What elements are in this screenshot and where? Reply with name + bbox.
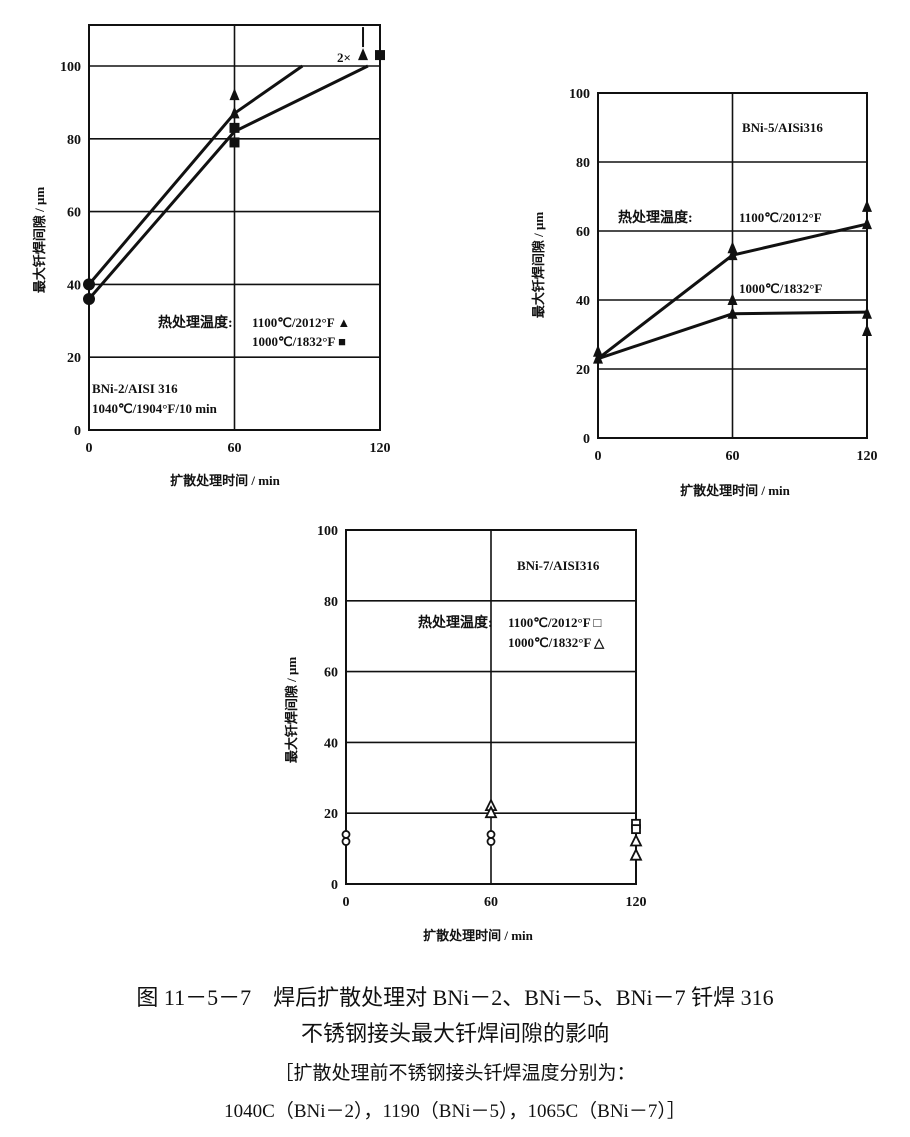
chart3-x-tick-label: 0 xyxy=(343,895,350,910)
chart2-data-point-triangle xyxy=(862,199,872,212)
chart1-data-point-triangle xyxy=(229,88,240,101)
chart2-y-tick-label: 100 xyxy=(569,87,590,102)
chart3-x-axis-label: 扩散处理时间 / min xyxy=(423,928,534,943)
chart3-legend-title: 热处理温度: xyxy=(418,614,493,631)
chart2-y-tick-label: 0 xyxy=(583,432,590,447)
chart1-y-axis-label: 最大钎焊间隙 / μm xyxy=(32,187,47,293)
chart2-data-point-triangle xyxy=(862,324,872,337)
chart2-data-point-triangle xyxy=(862,306,872,319)
chart1-data-point-square xyxy=(375,50,385,61)
chart2-y-axis-label: 最大钎焊间隙 / μm xyxy=(531,212,546,318)
caption-line-3: ［扩散处理前不锈钢接头钎焊温度分别为： xyxy=(274,1063,636,1084)
chart3-data-point-open-square xyxy=(631,824,641,835)
chart2-x-tick-label: 120 xyxy=(857,449,878,464)
caption-line-1: 图 11－5－7 焊后扩散处理对 BNi－2、BNi－5、BNi－7 钎焊 31… xyxy=(136,985,774,1010)
chart2-x-tick-label: 0 xyxy=(595,449,602,464)
figure-canvas: 0 20 40 60 80 100 0 60 120 最大钎焊间隙 / μm 扩散处理时间 / mi… xyxy=(32,24,878,943)
chart2-y-tick-label: 60 xyxy=(576,225,590,240)
chart1-data-point-triangle xyxy=(358,48,369,61)
chart1-annotation: 2× xyxy=(337,50,351,65)
chart2-y-tick-label: 20 xyxy=(576,363,590,378)
chart3-y-tick-label: 20 xyxy=(324,807,338,822)
chart1-x-tick-label: 60 xyxy=(228,441,242,456)
chart2-legend-title: 热处理温度: xyxy=(618,209,693,226)
chart1-legend-entry: 1100℃/2012°F ▲ xyxy=(252,315,350,330)
chart1-y-tick-label: 80 xyxy=(67,133,81,148)
chart1-y-tick-label: 20 xyxy=(67,351,81,366)
chart1-y-tick-label: 40 xyxy=(67,278,81,293)
chart3-y-axis-label: 最大钎焊间隙 / μm xyxy=(284,657,299,763)
chart3-x-tick-label: 60 xyxy=(484,895,498,910)
chart3-data-point-open-triangle xyxy=(629,833,643,847)
chart2-y-tick-label: 40 xyxy=(576,294,590,309)
chart2-data-point-triangle xyxy=(593,344,603,357)
chart1-y-tick-label: 0 xyxy=(74,424,81,439)
caption-line-2: 不锈钢接头最大钎焊间隙的影响 xyxy=(300,1021,609,1046)
chart3-data-point-open-circle xyxy=(486,830,496,839)
chart3-data-point-open-circle xyxy=(486,837,496,846)
chart1-data-point-triangle xyxy=(229,106,240,119)
chart1-series-line xyxy=(87,64,369,300)
chart3-y-tick-label: 60 xyxy=(324,666,338,681)
chart3-y-tick-label: 40 xyxy=(324,736,338,751)
chart1-legend-title: 热处理温度: xyxy=(158,314,233,331)
chart2-data-point-triangle xyxy=(593,351,603,364)
chart2-data-point-triangle xyxy=(727,248,738,261)
chart1-annotation: BNi-2/AISI 316 xyxy=(92,381,178,396)
chart2-x-tick-label: 60 xyxy=(726,449,740,464)
chart1-y-tick-label: 60 xyxy=(67,206,81,221)
chart3-legend-entry: 1000℃/1832°F △ xyxy=(508,635,605,650)
chart1-legend-entry: 1000℃/1832°F ■ xyxy=(252,334,346,349)
chart2-annotation: BNi-5/AISi316 xyxy=(742,120,823,135)
chart3-y-tick-label: 100 xyxy=(317,524,338,539)
chart3-x-tick-label: 120 xyxy=(626,895,647,910)
chart2-data-point-triangle xyxy=(862,217,872,230)
chart1-x-axis-label: 扩散处理时间 / min xyxy=(170,473,281,488)
chart1-data-point-circle xyxy=(83,278,95,291)
chart2-legend-entry: 1100℃/2012°F xyxy=(739,210,822,225)
chart2-legend-entry: 1000℃/1832°F xyxy=(739,281,822,296)
chart2-data-point-triangle xyxy=(727,293,738,305)
chart3-y-tick-label: 0 xyxy=(331,878,338,893)
chart3-data-point-open-circle xyxy=(341,830,351,839)
chart3-annotation: BNi-7/AISI316 xyxy=(517,558,600,573)
chart3-data-point-open-triangle xyxy=(484,805,498,819)
chart1-y-tick-label: 100 xyxy=(60,60,81,75)
chart1-data-point-square xyxy=(229,137,240,148)
chart3-data-point-open-triangle xyxy=(629,847,643,861)
chart1-data-point-circle xyxy=(83,292,95,305)
chart2-y-tick-label: 80 xyxy=(576,156,590,171)
caption-line-4: 1040C（BNi－2），1190（BNi－5），1065C（BNi－7）］ xyxy=(224,1101,686,1122)
chart1-annotation: 1040℃/1904°F/10 min xyxy=(92,401,218,416)
chart2-data-point-triangle xyxy=(727,306,738,319)
chart3-legend-entry: 1100℃/2012°F □ xyxy=(508,615,601,630)
chart2-x-axis-label: 扩散处理时间 / min xyxy=(680,483,791,498)
chart1-data-point-square xyxy=(229,122,240,133)
chart3-data-point-open-circle xyxy=(341,837,351,846)
chart1-x-tick-label: 0 xyxy=(86,441,93,456)
chart2-data-point-triangle xyxy=(727,241,738,254)
chart1-x-tick-label: 120 xyxy=(370,441,391,456)
chart3-y-tick-label: 80 xyxy=(324,595,338,610)
